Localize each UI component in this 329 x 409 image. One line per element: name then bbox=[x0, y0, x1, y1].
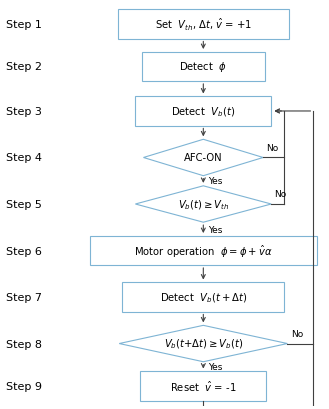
Text: Step 1: Step 1 bbox=[6, 20, 42, 30]
FancyBboxPatch shape bbox=[136, 97, 271, 126]
Polygon shape bbox=[136, 187, 271, 222]
Text: AFC-ON: AFC-ON bbox=[184, 153, 223, 163]
Text: $V_b(t{+}\Delta t) \geq V_b(t)$: $V_b(t{+}\Delta t) \geq V_b(t)$ bbox=[164, 337, 243, 351]
Text: Step 6: Step 6 bbox=[6, 246, 42, 256]
Text: Yes: Yes bbox=[208, 177, 222, 186]
Text: No: No bbox=[266, 144, 279, 153]
Text: Reset  $\hat{v}$ = -1: Reset $\hat{v}$ = -1 bbox=[170, 379, 237, 393]
Text: Yes: Yes bbox=[208, 362, 222, 371]
Text: No: No bbox=[291, 329, 303, 338]
Text: Step 8: Step 8 bbox=[6, 339, 42, 349]
Text: Step 5: Step 5 bbox=[6, 200, 42, 209]
Text: No: No bbox=[274, 190, 287, 199]
Text: Detect  $V_b(t)$: Detect $V_b(t)$ bbox=[171, 105, 236, 119]
Text: Motor operation  $\phi = \phi + \hat{v}\alpha$: Motor operation $\phi = \phi + \hat{v}\a… bbox=[134, 243, 273, 259]
FancyBboxPatch shape bbox=[140, 371, 266, 400]
FancyBboxPatch shape bbox=[90, 236, 316, 265]
FancyBboxPatch shape bbox=[117, 11, 289, 40]
Text: Step 4: Step 4 bbox=[6, 153, 42, 163]
Text: Yes: Yes bbox=[208, 225, 222, 234]
FancyBboxPatch shape bbox=[142, 53, 265, 82]
Text: Step 2: Step 2 bbox=[6, 62, 42, 72]
Polygon shape bbox=[143, 140, 263, 176]
Text: Detect  $V_b(t + \Delta t)$: Detect $V_b(t + \Delta t)$ bbox=[160, 290, 247, 304]
Text: Step 7: Step 7 bbox=[6, 292, 42, 302]
Text: Step 3: Step 3 bbox=[6, 107, 42, 117]
Text: Detect  $\phi$: Detect $\phi$ bbox=[179, 61, 227, 74]
Polygon shape bbox=[119, 326, 288, 362]
Text: Set  $V_{th}$, $\Delta t$, $\hat{v}$ = +1: Set $V_{th}$, $\Delta t$, $\hat{v}$ = +1 bbox=[155, 17, 252, 33]
Text: Step 9: Step 9 bbox=[6, 381, 42, 391]
Text: $V_b(t) \geq V_{th}$: $V_b(t) \geq V_{th}$ bbox=[178, 198, 229, 211]
FancyBboxPatch shape bbox=[122, 283, 284, 312]
